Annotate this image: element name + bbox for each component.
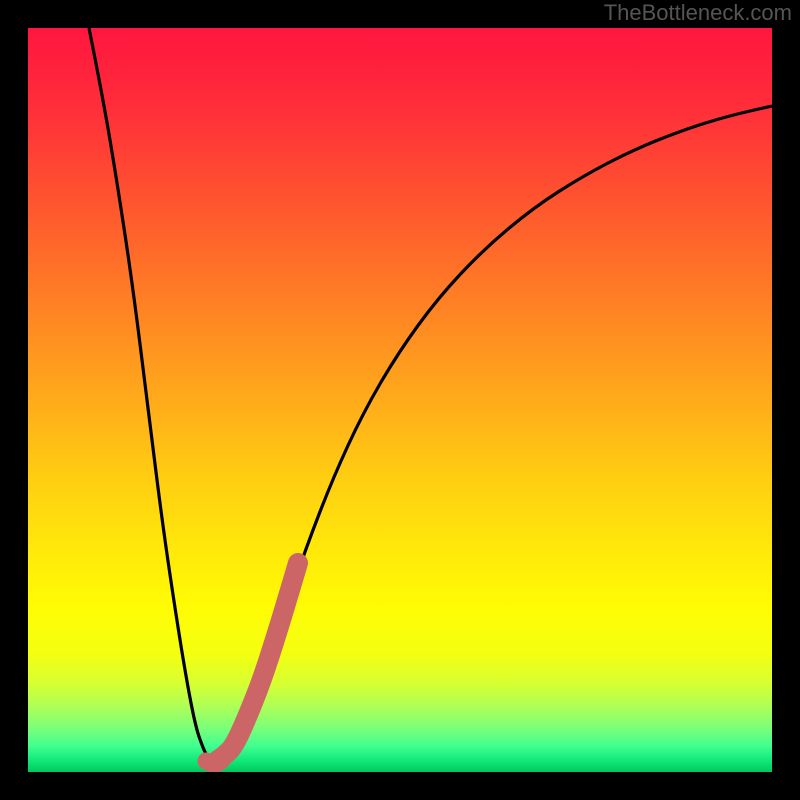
highlight-hook	[206, 759, 223, 765]
chart-container: TheBottleneck.com	[0, 0, 800, 800]
watermark-text: TheBottleneck.com	[604, 0, 792, 26]
chart-svg	[28, 28, 772, 772]
plot-area	[28, 28, 772, 772]
